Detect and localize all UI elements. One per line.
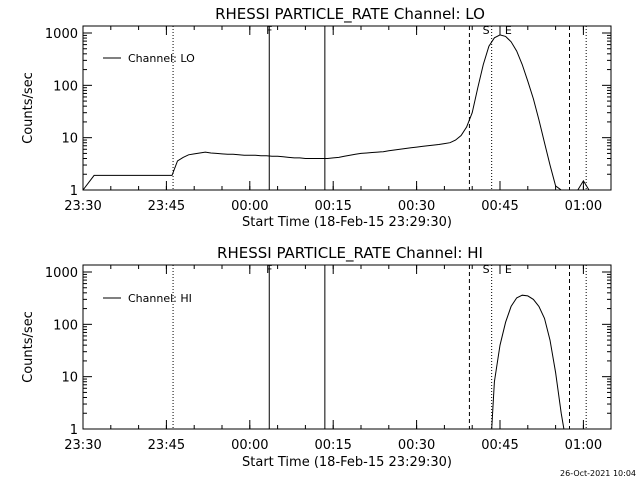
y-tick-label: 1000	[45, 266, 78, 281]
x-axis-label: Start Time (18-Feb-15 23:29:30)	[242, 455, 452, 470]
event-marker-label: E	[505, 263, 512, 276]
x-tick-label: 23:30	[64, 438, 101, 453]
event-marker-label: E	[505, 24, 512, 37]
x-tick-label: 00:15	[314, 199, 351, 214]
chart-title: RHESSI PARTICLE_RATE Channel: LO	[215, 5, 485, 24]
x-tick-label: 00:45	[481, 199, 518, 214]
x-tick-label: 00:15	[314, 438, 351, 453]
legend: Channel: HI	[103, 292, 192, 305]
axis-ticks: 1 10 100 1000 23:30 23:45 00:00 00:15 00:30 00:45…	[45, 265, 611, 453]
axis-ticks: 1 10 100 1000 23:30 23:45 00:00 00:15 00:30 00:45…	[45, 26, 611, 214]
panel-lo: RHESSI PARTICLE_RATE Channel: LO Counts/…	[21, 5, 612, 230]
y-tick-label: 1000	[45, 27, 78, 42]
event-marker-label: S	[483, 24, 490, 37]
x-tick-label: 00:00	[231, 438, 268, 453]
panel-hi: RHESSI PARTICLE_RATE Channel: HI Counts/…	[21, 244, 612, 470]
timestamp-footer: 26-Oct-2021 10:04	[560, 469, 636, 478]
x-axis-label: Start Time (18-Feb-15 23:29:30)	[242, 215, 452, 230]
legend-label: Channel: LO	[128, 52, 195, 65]
x-tick-label: 01:00	[565, 438, 602, 453]
event-marker-label: F	[266, 24, 272, 37]
x-tick-label: 00:00	[231, 199, 268, 214]
y-tick-label: 10	[61, 132, 78, 147]
event-marker-label: S	[483, 263, 490, 276]
plot-frame	[82, 264, 612, 430]
plot-frame	[82, 25, 612, 191]
y-axis-label: Counts/sec	[21, 72, 36, 144]
x-tick-label: 00:30	[398, 199, 435, 214]
y-tick-label: 10	[61, 371, 78, 386]
series-line-lo	[82, 34, 601, 191]
x-tick-label: 23:30	[64, 199, 101, 214]
legend-label: Channel: HI	[128, 292, 192, 305]
y-axis-label: Counts/sec	[21, 311, 36, 383]
x-tick-label: 00:45	[481, 438, 518, 453]
series-line-hi	[491, 294, 565, 430]
y-tick-label: 100	[53, 318, 78, 333]
x-tick-label: 23:45	[148, 438, 185, 453]
y-tick-label: 1	[70, 184, 78, 199]
y-tick-label: 100	[53, 79, 78, 94]
legend: Channel: LO	[103, 52, 195, 65]
y-tick-label: 1	[70, 423, 78, 438]
chart-title: RHESSI PARTICLE_RATE Channel: HI	[217, 244, 483, 263]
x-tick-label: 00:30	[398, 438, 435, 453]
x-tick-label: 23:45	[148, 199, 185, 214]
event-marker-label: F	[266, 263, 272, 276]
x-tick-label: 01:00	[565, 199, 602, 214]
